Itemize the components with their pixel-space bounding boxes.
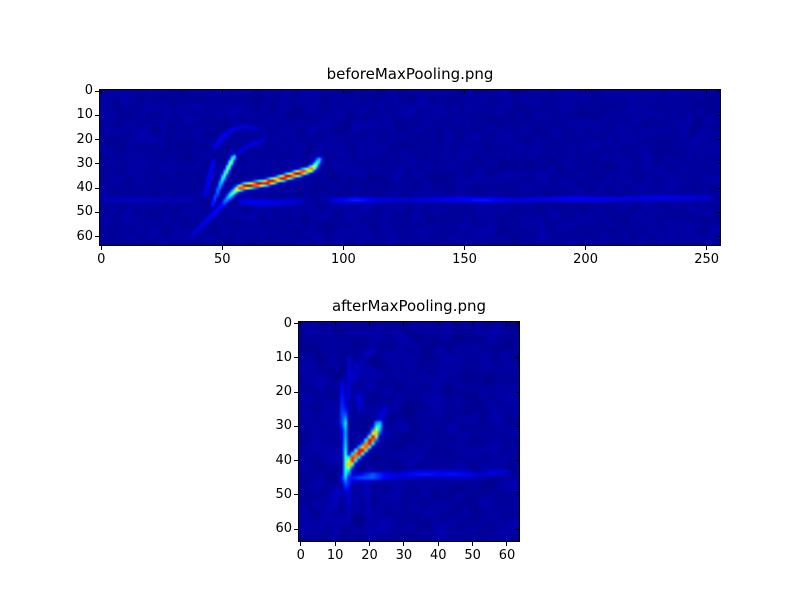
y-tick-label: 20 [76, 131, 93, 147]
x-axis-tick [463, 246, 465, 250]
y-axis-tick [95, 114, 99, 116]
x-axis-top-tick [342, 90, 344, 94]
y-axis-tick [95, 139, 99, 141]
y-axis-right-tick [515, 391, 519, 393]
x-tick-label: 200 [573, 252, 598, 267]
y-axis-right-tick [716, 163, 720, 165]
plot-title-after: afterMaxPooling.png [331, 297, 487, 315]
y-axis-right-tick [515, 425, 519, 427]
y-tick-label: 50 [76, 204, 93, 220]
y-axis-tick [294, 391, 298, 393]
x-tick-label: 30 [395, 548, 413, 563]
after-maxpooling-plot: afterMaxPooling.png 0 10 20 30 40 50 60 0 10 20 30… [275, 297, 520, 563]
x-tick-label: 50 [214, 252, 231, 267]
x-tick-label: 10 [326, 548, 344, 563]
y-tick-label: 60 [275, 521, 292, 537]
x-tick-label: 50 [464, 548, 481, 563]
x-axis-tick [403, 542, 405, 546]
x-axis-tick [506, 542, 508, 546]
before-maxpooling-plot: beforeMaxPooling.png 0 50 100 150 200 250 0 10 2… [76, 65, 721, 267]
y-axis-tick [95, 211, 99, 213]
y-axis-tick [95, 187, 99, 189]
y-axis-tick [294, 323, 298, 325]
plot-title-before: beforeMaxPooling.png [326, 65, 494, 83]
y-axis-right-tick [716, 211, 720, 213]
y-tick-label: 30 [275, 418, 292, 434]
y-axis-tick [294, 425, 298, 427]
y-axis-right-tick [515, 323, 519, 325]
y-axis-right-tick [515, 494, 519, 496]
y-axis-right-tick [515, 460, 519, 462]
y-tick-label: 30 [76, 155, 93, 171]
x-tick-label: 100 [330, 252, 356, 267]
y-tick-label: 0 [283, 315, 292, 331]
y-axis-tick [294, 357, 298, 359]
y-axis-right-tick [515, 357, 519, 359]
x-axis-top-tick [221, 90, 223, 94]
x-axis-top-tick [472, 322, 474, 326]
x-axis-tick [368, 542, 370, 546]
y-axis-right-tick [716, 236, 720, 238]
y-axis-tick [95, 90, 99, 92]
x-axis-top-tick [300, 322, 302, 326]
after-heatmap-image [299, 322, 519, 541]
x-axis-tick [706, 246, 708, 250]
x-axis-top-tick [706, 90, 708, 94]
x-axis-tick [100, 246, 102, 250]
y-axis-right-tick [716, 114, 720, 116]
x-axis-tick [472, 542, 474, 546]
y-tick-label: 40 [275, 452, 292, 468]
x-axis-top-tick [334, 322, 336, 326]
y-axis-right-tick [716, 139, 720, 141]
y-axis-tick [294, 460, 298, 462]
x-axis-top-tick [403, 322, 405, 326]
y-tick-label: 0 [84, 83, 93, 99]
x-tick-label: 40 [429, 548, 447, 563]
y-tick-label: 40 [76, 180, 93, 196]
y-axis-tick [95, 163, 99, 165]
x-axis-top-tick [368, 322, 370, 326]
x-axis-tick [342, 246, 344, 250]
x-axis-top-tick [437, 322, 439, 326]
x-axis-top-tick [506, 322, 508, 326]
x-tick-label: 60 [498, 548, 516, 563]
x-axis-tick [221, 246, 223, 250]
x-tick-label: 150 [452, 252, 477, 267]
x-tick-label: 0 [97, 252, 106, 267]
y-tick-label: 20 [275, 384, 292, 400]
y-axis-right-tick [716, 90, 720, 92]
y-axis-right-tick [716, 187, 720, 189]
y-axis-tick [294, 494, 298, 496]
y-tick-label: 10 [275, 349, 292, 365]
y-tick-label: 50 [275, 486, 292, 502]
x-axis-tick [334, 542, 336, 546]
y-tick-label: 10 [76, 107, 93, 123]
y-axis-tick [95, 236, 99, 238]
y-axis-right-tick [515, 528, 519, 530]
x-axis-top-tick [463, 90, 465, 94]
x-axis-top-tick [585, 90, 587, 94]
x-axis-tick [437, 542, 439, 546]
y-tick-label: 60 [76, 228, 93, 244]
x-axis-tick [585, 246, 587, 250]
x-tick-label: 20 [361, 548, 378, 563]
x-axis-tick [300, 542, 302, 546]
before-heatmap-image [100, 90, 720, 245]
y-axis-tick [294, 528, 298, 530]
x-tick-label: 250 [694, 252, 720, 267]
x-tick-label: 0 [296, 548, 305, 563]
x-axis-top-tick [100, 90, 102, 94]
